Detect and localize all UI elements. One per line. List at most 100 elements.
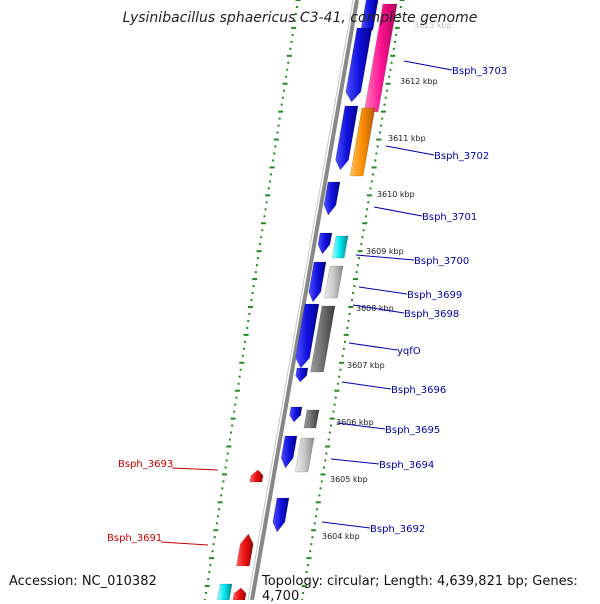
gene-feature: [272, 497, 290, 533]
gene-label[interactable]: Bsph_3698: [404, 309, 459, 320]
outer-ring-dot: [376, 138, 382, 141]
gene-label[interactable]: Bsph_3694: [379, 460, 434, 471]
gene-feature: [324, 265, 344, 299]
outer-ring-dot: [339, 361, 345, 364]
gene-feature: [280, 435, 298, 469]
inner-ring-dot: [235, 396, 238, 399]
inner-ring-dot: [278, 110, 284, 113]
outer-ring-dot: [362, 229, 365, 232]
gene-label[interactable]: Bsph_3699: [407, 290, 462, 301]
outer-ring-dot: [381, 117, 384, 120]
inner-ring-dot: [238, 375, 241, 378]
inner-ring-dot: [285, 75, 288, 78]
outer-ring-dot: [343, 333, 349, 336]
outer-ring-dot: [348, 305, 354, 308]
gene-feature: [295, 303, 320, 369]
outer-ring-dot: [383, 103, 386, 106]
outer-ring-dot: [384, 96, 387, 99]
inner-ring-dot: [225, 459, 228, 462]
inner-ring-dot: [268, 180, 271, 183]
outer-ring-dot: [323, 466, 326, 469]
gene-label[interactable]: Bsph_3695: [385, 425, 440, 436]
inner-ring-dot: [259, 243, 262, 246]
inner-ring-dot: [295, 0, 301, 1]
gene-label-leader: [352, 304, 405, 314]
gene-feature: [331, 235, 349, 259]
gene-label[interactable]: yqfO: [397, 346, 421, 357]
kbp-tick-label: 3607 kbp: [347, 361, 385, 370]
gene-feature: [232, 587, 247, 600]
outer-ring-dot: [342, 347, 345, 350]
gene-feature: [308, 261, 327, 303]
outer-ring-dot: [353, 285, 356, 288]
gene-feature: [335, 105, 359, 171]
outer-ring-dot: [320, 480, 323, 483]
gene-label[interactable]: Bsph_3700: [414, 256, 469, 267]
outer-ring-dot: [351, 299, 353, 301]
outer-ring-dot: [347, 319, 350, 322]
outer-ring-dot: [348, 312, 351, 315]
gene-feature: [216, 583, 233, 600]
outer-ring-dot: [309, 550, 312, 553]
outer-ring-dot: [337, 382, 340, 385]
outer-ring-dot: [399, 5, 402, 8]
inner-ring-dot: [222, 480, 225, 483]
gene-label-leader: [355, 254, 415, 261]
gene-label[interactable]: Bsph_3693: [118, 459, 173, 470]
inner-ring-dot: [264, 208, 267, 211]
gene-label[interactable]: Bsph_3692: [370, 524, 425, 535]
gene-feature: [345, 27, 373, 103]
inner-ring-dot: [290, 40, 293, 43]
inner-ring-dot: [224, 466, 227, 469]
gene-label[interactable]: Bsph_3702: [434, 151, 489, 162]
inner-ring-dot: [260, 236, 263, 239]
genome-backbone: [250, 0, 359, 600]
inner-ring-dot: [226, 445, 232, 448]
gene-label-leader: [385, 145, 435, 156]
gene-label[interactable]: Bsph_3703: [452, 66, 507, 77]
inner-ring-dot: [216, 515, 219, 518]
outer-ring-dot: [310, 543, 313, 546]
outer-ring-dot: [385, 82, 391, 85]
inner-ring-dot: [234, 389, 240, 392]
gene-label[interactable]: Bsph_3701: [422, 212, 477, 223]
outer-ring-dot: [327, 438, 330, 441]
gene-label[interactable]: Bsph_3696: [391, 385, 446, 396]
gene-feature: [360, 0, 379, 31]
inner-ring-dot: [234, 403, 237, 406]
inner-ring-dot: [247, 319, 250, 322]
outer-ring-dot: [316, 508, 319, 511]
outer-ring-dot: [302, 592, 305, 595]
outer-ring-dot: [330, 424, 333, 427]
inner-ring-dot: [208, 557, 214, 560]
outer-ring-dot: [366, 194, 372, 197]
gene-label[interactable]: Bsph_3691: [107, 533, 162, 544]
inner-ring-dot: [239, 368, 242, 371]
inner-ring-dot: [289, 47, 292, 50]
gene-feature: [323, 181, 341, 216]
inner-ring-dot: [212, 543, 215, 546]
outer-ring-dot: [360, 243, 363, 246]
outer-ring-dot: [389, 68, 392, 71]
outer-ring-dot: [392, 47, 395, 50]
gene-feature: [303, 409, 320, 429]
inner-ring-dot: [251, 292, 254, 295]
outer-ring-dot: [352, 278, 358, 281]
inner-ring-dot: [274, 145, 277, 148]
inner-ring-dot: [255, 264, 258, 267]
outer-ring-dot: [346, 326, 349, 329]
outer-ring-dot: [376, 145, 379, 148]
outer-ring-dot: [385, 89, 388, 92]
outer-ring-dot: [380, 110, 386, 113]
inner-ring-dot: [265, 201, 268, 204]
outer-ring-dot: [399, 0, 405, 1]
gene-label-leader: [403, 60, 453, 71]
outer-ring-dot: [325, 452, 328, 455]
inner-ring-dot: [267, 187, 270, 190]
outer-ring-dot: [394, 40, 397, 43]
inner-ring-dot: [213, 536, 216, 539]
gene-feature: [249, 469, 264, 483]
outer-ring-dot: [324, 459, 327, 462]
gene-label-leader: [336, 422, 386, 430]
